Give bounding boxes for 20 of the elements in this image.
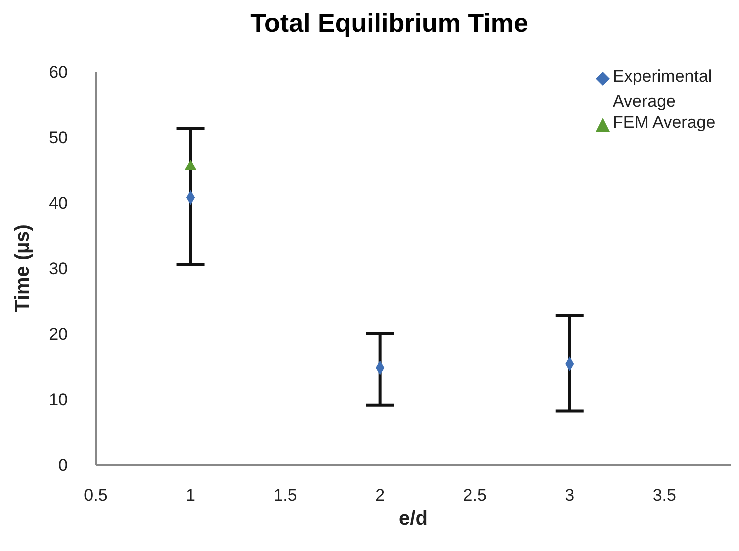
x-tick-label: 2.5	[463, 486, 487, 506]
chart-title: Total Equilibrium Time	[250, 8, 530, 40]
x-tick-label: 3.5	[652, 486, 676, 506]
y-tick-label: 30	[49, 260, 68, 279]
x-tick-label: 0.5	[84, 486, 108, 506]
y-tick-label: 60	[49, 63, 68, 82]
legend-label: FEM Average	[613, 112, 716, 134]
x-tick-label: 2	[376, 486, 386, 506]
x-tick-label: 1.5	[274, 486, 298, 506]
y-tick-label: 50	[49, 128, 68, 148]
y-tick-label: 10	[49, 390, 68, 410]
y-axis-title: Time (µs)	[12, 224, 34, 312]
point	[184, 160, 197, 170]
y-tick-label: 0	[58, 456, 68, 476]
x-tick-label: 1	[186, 486, 196, 506]
y-tick-label: 20	[49, 325, 68, 344]
x-axis-title: e/d	[399, 508, 428, 530]
x-tick-label: 3	[565, 486, 575, 506]
legend-label: Experimental Average	[613, 66, 714, 113]
y-tick-label: 40	[49, 194, 68, 214]
